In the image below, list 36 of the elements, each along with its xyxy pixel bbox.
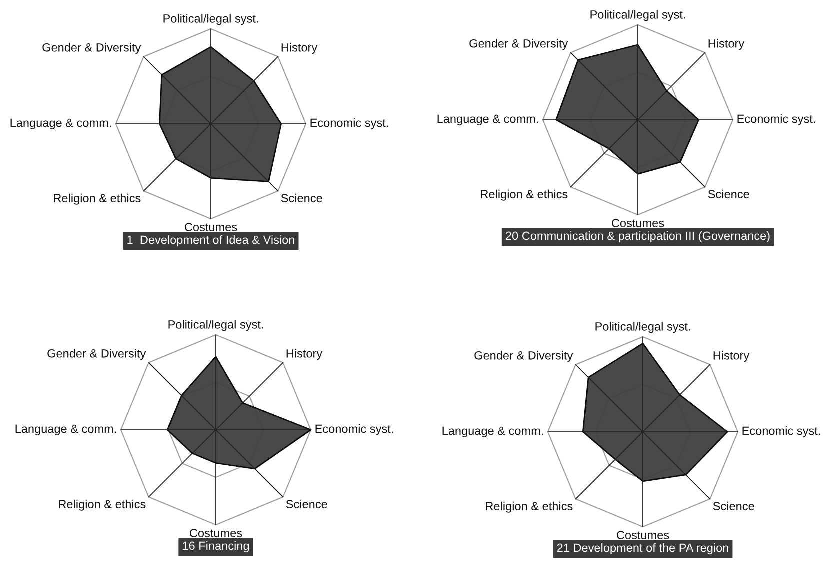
spoke-label: Costumes	[190, 529, 242, 538]
spoke-label: Political/legal syst.	[164, 14, 258, 26]
spoke-label: Political/legal syst.	[596, 322, 690, 334]
spoke-label: Economic syst.	[310, 118, 388, 130]
spoke-label: Science	[286, 500, 328, 509]
spoke-label: Religion & ethics	[486, 502, 573, 513]
spoke-label: History	[282, 43, 318, 54]
spoke-label: Gender & Diversity	[48, 349, 146, 360]
text: 1 Development of Idea & Vision	[128, 235, 294, 247]
text: 21 Development of the PA region	[557, 543, 728, 555]
spoke-label: Language & comm.	[10, 118, 112, 130]
spoke-label: Religion & ethics	[481, 190, 568, 201]
spoke-label: Political/legal syst.	[168, 320, 264, 332]
text: 20 Communication & participation III (Governance)	[506, 231, 770, 242]
spoke-label: Costumes	[612, 219, 664, 228]
spoke-label: Economic syst.	[742, 426, 820, 438]
spoke-label: Language & comm.	[442, 426, 544, 438]
spoke-label: Language & comm.	[16, 424, 116, 436]
spoke-label: Gender & Diversity	[42, 43, 142, 54]
spoke-label: Costumes	[617, 531, 670, 540]
spoke-label: Gender & Diversity	[470, 39, 568, 50]
spoke-label: Religion & ethics	[59, 500, 146, 511]
spoke-label: Economic syst.	[738, 114, 816, 126]
spoke-label: Science	[708, 190, 750, 199]
spoke-label: History	[708, 39, 745, 50]
spoke-label: Costumes	[185, 223, 238, 232]
spoke-label: Economic syst.	[316, 424, 394, 436]
spoke-label: Science	[713, 502, 754, 511]
spoke-label: Science	[281, 194, 322, 203]
spoke-label: History	[286, 349, 323, 360]
spoke-label: Political/legal syst.	[590, 10, 686, 22]
spoke-label: Language & comm.	[438, 114, 538, 126]
spoke-label: History	[714, 351, 750, 362]
spoke-label: Gender & Diversity	[474, 351, 574, 362]
text: 16 Financing	[183, 541, 250, 553]
spoke-label: Religion & ethics	[54, 194, 141, 205]
